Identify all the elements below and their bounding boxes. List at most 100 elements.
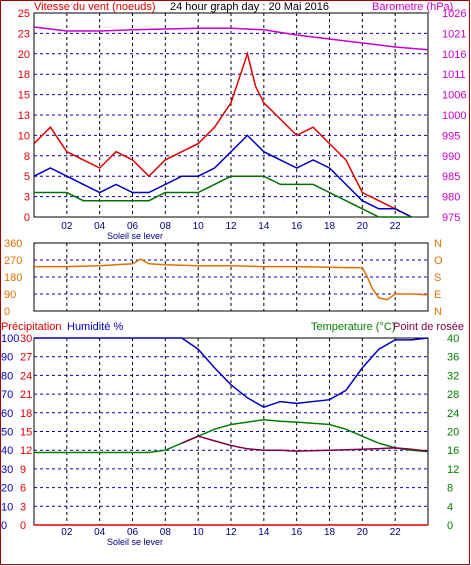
time-tick: 20 xyxy=(357,527,369,538)
wind-avg-line xyxy=(34,175,412,218)
time-tick: 18 xyxy=(324,527,336,538)
precip-axis-label: Précipitation xyxy=(1,321,62,333)
humidity-tick: 100 xyxy=(1,333,19,345)
wind-tick: 10 xyxy=(18,130,30,142)
precip-tick: 6 xyxy=(20,483,26,495)
baro-tick: 1021 xyxy=(442,28,466,40)
baro-tick: 980 xyxy=(442,192,460,204)
compass-tick: S xyxy=(434,272,441,284)
compass-tick: N xyxy=(434,238,442,250)
time-tick: 10 xyxy=(193,527,205,538)
time-tick: 06 xyxy=(127,527,139,538)
humidity-tick: 40 xyxy=(1,445,13,457)
pressure-line xyxy=(33,26,429,51)
temp-tick: 8 xyxy=(447,483,453,495)
baro-tick: 1006 xyxy=(442,90,466,102)
temp-tick: 0 xyxy=(447,520,453,532)
humidity-tick: 70 xyxy=(1,389,13,401)
temp-tick: 40 xyxy=(447,333,459,345)
humidity-tick: 60 xyxy=(1,408,13,420)
humidity-tick: 30 xyxy=(1,464,13,476)
wind-tick: 3 xyxy=(24,192,30,204)
direction-tick: 270 xyxy=(4,255,22,267)
time-tick: 14 xyxy=(258,221,270,232)
humidity-tick: 90 xyxy=(1,352,13,364)
compass-tick: N xyxy=(434,306,442,318)
humidity-axis-label: Humidité % xyxy=(67,321,123,333)
baro-tick: 975 xyxy=(442,212,460,224)
precip-tick: 0 xyxy=(20,520,26,532)
compass-tick: E xyxy=(434,289,441,301)
time-tick: 16 xyxy=(291,527,303,538)
baro-tick: 990 xyxy=(442,151,460,163)
wind-tick: 20 xyxy=(18,49,30,61)
time-tick: 02 xyxy=(61,527,73,538)
precip-tick: 15 xyxy=(20,427,32,439)
chart-title: 24 hour graph day : 20 Mai 2016 xyxy=(170,1,329,13)
time-tick: 12 xyxy=(225,221,237,232)
humidity-tick: 10 xyxy=(1,501,13,513)
temp-tick: 28 xyxy=(447,389,459,401)
baro-tick: 1016 xyxy=(442,49,466,61)
humidity-tick: 0 xyxy=(1,520,7,532)
baro-axis-label: Barometre (hPa) xyxy=(372,1,453,13)
sunrise-label-bottom: Soleil se lever xyxy=(107,537,163,547)
temp-tick: 24 xyxy=(447,408,459,420)
direction-line xyxy=(34,258,429,301)
baro-tick: 1000 xyxy=(442,110,466,122)
wind-tick: 15 xyxy=(18,90,30,102)
direction-tick: 180 xyxy=(4,272,22,284)
temp-tick: 36 xyxy=(447,352,459,364)
humidity-tick: 80 xyxy=(1,370,13,382)
time-tick: 22 xyxy=(390,221,402,232)
direction-tick: 90 xyxy=(4,289,16,301)
wind-tick: 5 xyxy=(24,171,30,183)
precip-tick: 9 xyxy=(20,464,26,476)
time-tick: 08 xyxy=(160,527,172,538)
time-tick: 08 xyxy=(160,221,172,232)
time-tick: 20 xyxy=(357,221,369,232)
precip-tick: 12 xyxy=(20,445,32,457)
wind-tick: 23 xyxy=(18,28,30,40)
compass-tick: O xyxy=(434,255,443,267)
gust-line xyxy=(33,51,412,218)
wind-tick: 25 xyxy=(18,8,30,20)
baro-tick: 1026 xyxy=(442,8,466,20)
time-tick: 10 xyxy=(193,221,205,232)
temp-tick: 12 xyxy=(447,464,459,476)
time-tick: 04 xyxy=(94,221,106,232)
time-tick: 04 xyxy=(94,527,106,538)
dewpoint-axis-label: Point de rosée xyxy=(393,321,464,333)
wind-tick: 18 xyxy=(18,69,30,81)
precip-tick: 18 xyxy=(20,408,32,420)
sunrise-label-top: Soleil se lever xyxy=(107,231,163,241)
baro-tick: 995 xyxy=(442,130,460,142)
time-tick: 06 xyxy=(127,221,139,232)
time-tick: 16 xyxy=(291,221,303,232)
direction-tick: 360 xyxy=(4,238,22,250)
time-tick: 18 xyxy=(324,221,336,232)
baro-tick: 985 xyxy=(442,171,460,183)
temp-tick: 16 xyxy=(447,445,459,457)
precip-tick: 30 xyxy=(20,333,32,345)
precip-tick: 3 xyxy=(20,501,26,513)
panel2-plot xyxy=(33,242,429,312)
humidity-tick: 20 xyxy=(1,483,13,495)
precip-tick: 27 xyxy=(20,352,32,364)
precip-tick: 21 xyxy=(20,389,32,401)
precip-tick: 24 xyxy=(20,370,32,382)
humidity-tick: 50 xyxy=(1,427,13,439)
temp-axis-label: Temperature (°C) xyxy=(311,321,395,333)
temperature-line xyxy=(34,419,429,454)
temp-tick: 32 xyxy=(447,370,459,382)
wind-tick: 0 xyxy=(24,212,30,224)
baro-tick: 1011 xyxy=(442,69,466,81)
direction-tick: 0 xyxy=(4,306,10,318)
time-tick: 02 xyxy=(61,221,73,232)
dewpoint-line xyxy=(181,435,429,452)
wind-axis-label: Vitesse du vent (noeuds) xyxy=(34,1,155,13)
humidity-line xyxy=(34,337,429,409)
time-tick: 22 xyxy=(390,527,402,538)
time-tick: 14 xyxy=(258,527,270,538)
